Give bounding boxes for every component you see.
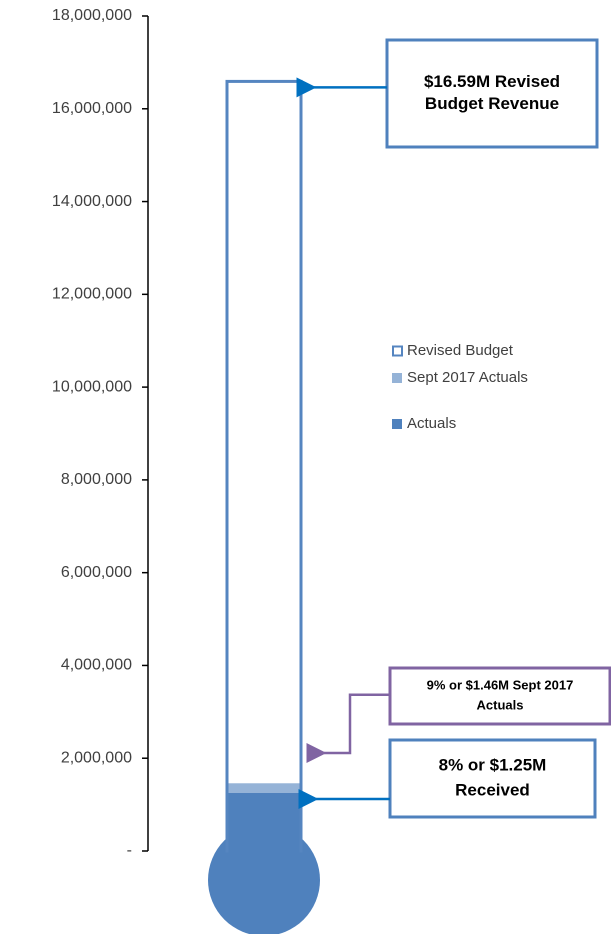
bar <box>228 793 300 853</box>
annotation-box <box>388 738 597 819</box>
bar-outline <box>225 79 303 853</box>
annotation-box <box>388 666 611 726</box>
y-tick-label: 4,000,000 <box>61 657 132 674</box>
legend-label: Actuals <box>407 415 456 432</box>
y-tick-label: - <box>127 842 132 859</box>
legend-label: Revised Budget <box>407 342 514 359</box>
annotation-text: Received <box>455 780 530 799</box>
legend-swatch <box>392 419 402 429</box>
annotation-text: 8% or $1.25M <box>439 755 547 774</box>
y-tick-label: 10,000,000 <box>52 378 132 395</box>
y-tick-label: 12,000,000 <box>52 286 132 303</box>
y-tick-label: 2,000,000 <box>61 749 132 766</box>
y-tick-label: 14,000,000 <box>52 193 132 210</box>
legend-swatch <box>392 345 403 357</box>
legend-swatch <box>392 373 402 383</box>
legend-label: Sept 2017 Actuals <box>407 369 528 386</box>
y-tick-label: 16,000,000 <box>52 100 132 117</box>
annotation-text: Actuals <box>477 697 524 712</box>
arrow <box>306 693 390 763</box>
y-tick-label: 18,000,000 <box>52 7 132 24</box>
annotation-text: Budget Revenue <box>425 94 559 113</box>
annotation-text: $16.59M Revised <box>424 72 560 91</box>
annotation-text: 9% or $1.46M Sept 2017 <box>427 677 574 692</box>
y-tick-label: 6,000,000 <box>61 564 132 581</box>
y-tick-label: 8,000,000 <box>61 471 132 488</box>
annotation-box <box>385 38 599 149</box>
